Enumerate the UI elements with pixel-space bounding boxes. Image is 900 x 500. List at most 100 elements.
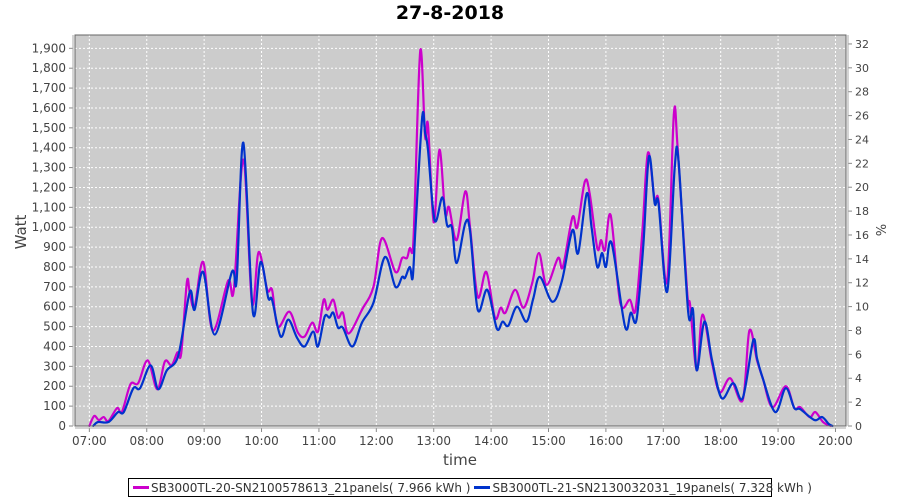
data-point — [585, 192, 588, 195]
data-point — [793, 407, 796, 410]
data-point — [411, 276, 414, 279]
data-point — [774, 411, 777, 414]
data-point — [561, 265, 564, 268]
data-point — [394, 270, 397, 273]
data-point — [577, 252, 580, 255]
data-point — [560, 279, 563, 282]
y-tick-label: 1,800 — [32, 61, 66, 75]
data-point — [312, 330, 315, 333]
y2-tick-label: 0 — [855, 420, 862, 433]
data-point — [116, 407, 119, 410]
x-tick-label: 12:00 — [359, 434, 394, 448]
y2-tick-label: 18 — [855, 205, 869, 218]
y-tick-label: 1,600 — [32, 101, 66, 115]
data-point — [93, 415, 96, 418]
data-point — [752, 339, 755, 342]
y2-tick-label: 26 — [855, 110, 869, 123]
data-point — [455, 239, 458, 242]
data-point — [635, 318, 638, 321]
y2-tick-label: 22 — [855, 157, 869, 170]
data-point — [326, 308, 329, 311]
data-point — [695, 369, 698, 372]
data-point — [202, 270, 205, 273]
data-point — [149, 364, 152, 367]
y-tick-label: 800 — [43, 260, 66, 274]
data-point — [673, 165, 676, 168]
data-point — [424, 131, 427, 134]
data-point — [590, 226, 593, 229]
data-point — [316, 330, 319, 333]
y-tick-label: 400 — [43, 339, 66, 353]
x-tick-label: 19:00 — [761, 434, 796, 448]
data-point — [476, 295, 479, 298]
data-point — [732, 382, 735, 385]
data-point — [588, 192, 591, 195]
data-point — [193, 308, 196, 311]
data-point — [107, 421, 110, 424]
x-tick-label: 09:00 — [187, 434, 222, 448]
y2-tick-label: 8 — [855, 324, 862, 337]
data-point — [672, 113, 675, 116]
data-point — [360, 308, 363, 311]
data-point — [687, 310, 690, 313]
data-point — [372, 285, 375, 288]
data-point — [383, 256, 386, 259]
data-point — [741, 397, 744, 400]
data-point — [296, 331, 299, 334]
data-point — [213, 333, 216, 336]
data-point — [96, 421, 99, 424]
data-point — [328, 316, 331, 319]
data-point — [332, 298, 335, 301]
data-point — [337, 326, 340, 329]
data-point — [311, 321, 314, 324]
data-point — [446, 224, 449, 227]
data-point — [748, 329, 751, 332]
data-point — [295, 336, 298, 339]
data-point — [822, 421, 825, 424]
data-point — [408, 247, 411, 250]
data-point — [438, 148, 441, 151]
data-point — [188, 290, 191, 293]
data-point — [360, 321, 363, 324]
data-point — [232, 288, 235, 291]
data-point — [251, 311, 254, 314]
y2-tick-label: 14 — [855, 253, 869, 266]
y-tick-label: 1,000 — [32, 220, 66, 234]
y2-tick-label: 20 — [855, 181, 869, 194]
data-point — [504, 311, 507, 314]
plot-border — [74, 34, 847, 427]
data-point — [257, 251, 260, 254]
data-point — [537, 252, 540, 255]
data-point — [405, 257, 408, 260]
data-point — [596, 247, 599, 250]
data-point — [821, 416, 824, 419]
data-point — [784, 385, 787, 388]
legend: SB3000TL-20-SN2100578613_21panels( 7.966… — [128, 478, 812, 497]
data-point — [279, 335, 282, 338]
data-point — [799, 408, 802, 411]
y-tick-label: 200 — [43, 379, 66, 393]
data-point — [799, 406, 802, 409]
data-point — [634, 308, 637, 311]
data-point — [351, 345, 354, 348]
data-point — [653, 202, 656, 205]
data-point — [288, 310, 291, 313]
data-point — [476, 308, 479, 311]
data-point — [401, 257, 404, 260]
data-point — [185, 280, 188, 283]
y-tick-label: 1,500 — [32, 121, 66, 135]
data-point — [464, 190, 467, 193]
x-tick-label: 16:00 — [589, 434, 624, 448]
x-tick-label: 07:00 — [72, 434, 107, 448]
data-point — [322, 298, 325, 301]
data-point — [323, 315, 326, 318]
data-point — [525, 320, 528, 323]
data-point — [677, 160, 680, 163]
y2-tick-label: 32 — [855, 38, 869, 51]
data-point — [538, 275, 541, 278]
x-tick-label: 10:00 — [244, 434, 279, 448]
data-point — [408, 265, 411, 268]
data-point — [596, 265, 599, 268]
data-point — [701, 313, 704, 316]
x-tick-label: 08:00 — [129, 434, 164, 448]
